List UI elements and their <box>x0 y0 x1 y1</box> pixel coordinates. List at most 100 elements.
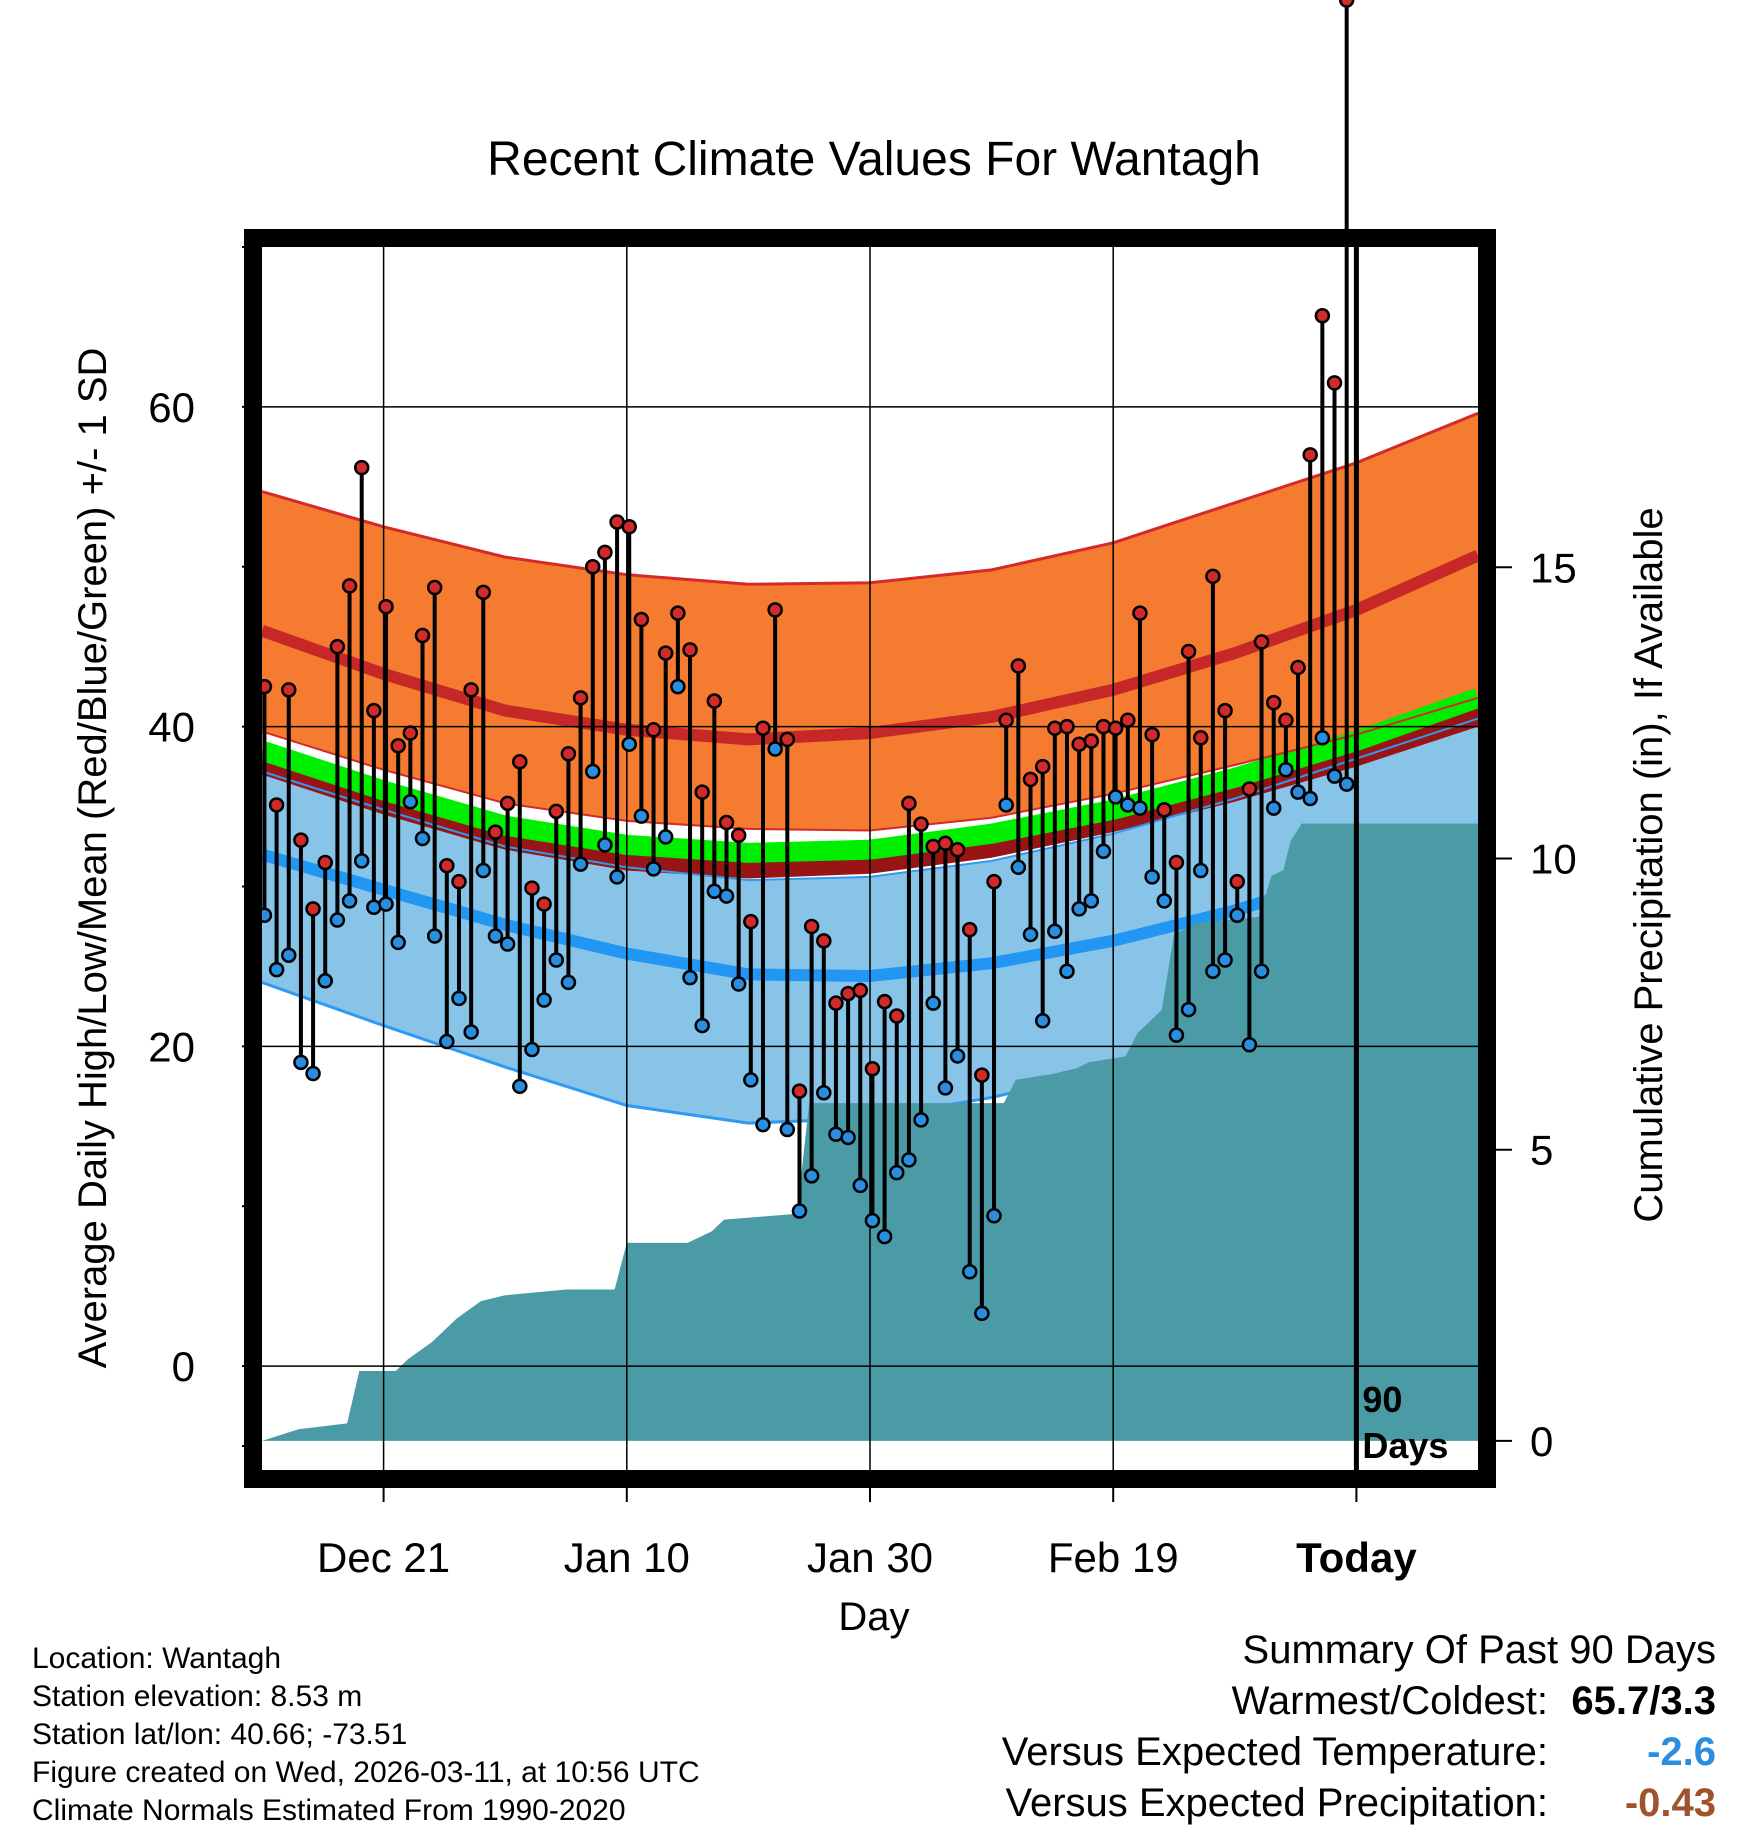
daily-high-point <box>621 519 637 535</box>
daily-high-point <box>402 725 419 741</box>
daily-high-point <box>293 832 309 848</box>
daily-high-point <box>281 682 297 698</box>
daily-low-point <box>974 1305 990 1322</box>
x-axis-label: Day <box>838 1595 909 1639</box>
daily-low-point <box>937 1080 954 1096</box>
daily-low-point <box>925 995 941 1011</box>
daily-low-point <box>803 1168 820 1184</box>
y-tick-label: 0 <box>172 1343 195 1390</box>
daily-low-point <box>475 862 492 879</box>
daily-high-point <box>1034 758 1051 775</box>
daily-temperature-bars <box>256 0 1355 1322</box>
y2-tick-label: 0 <box>1530 1418 1553 1465</box>
daily-low-point <box>1180 1001 1197 1018</box>
daily-high-point <box>937 835 954 852</box>
daily-high-point <box>1217 702 1233 719</box>
daily-high-point <box>755 720 771 736</box>
daily-low-point <box>293 1054 309 1071</box>
daily-high-point <box>341 578 358 594</box>
daily-high-point <box>268 797 285 813</box>
y-tick-label: 20 <box>148 1023 195 1070</box>
daily-low-point <box>657 829 674 845</box>
y2-tick-label: 15 <box>1530 544 1577 591</box>
daily-low-point <box>1095 843 1112 860</box>
daily-low-point <box>1010 859 1027 876</box>
daily-low-point <box>536 992 552 1008</box>
daily-high-point <box>670 605 686 621</box>
daily-low-point <box>390 934 406 951</box>
daily-high-point <box>390 738 406 754</box>
y2-tick-label: 10 <box>1530 836 1577 883</box>
daily-high-point <box>572 690 589 706</box>
daily-low-point <box>1132 800 1148 816</box>
daily-high-point <box>1047 720 1063 736</box>
daily-low-point <box>645 861 662 877</box>
mean-dark-band <box>262 697 1478 879</box>
daily-low-point <box>1302 790 1318 807</box>
warmest-value: 65.7/3.3 <box>1571 1679 1716 1723</box>
daily-low-point <box>512 1078 528 1095</box>
daily-high-point <box>633 611 650 628</box>
daily-high-point <box>961 921 978 938</box>
daily-low-point <box>1144 869 1160 885</box>
daily-high-point <box>317 854 333 871</box>
daily-high-point <box>378 598 394 615</box>
daily-low-point <box>1047 923 1063 939</box>
daily-low-point <box>1265 800 1282 816</box>
daily-low-point <box>718 888 735 904</box>
daily-high-point <box>1265 694 1282 711</box>
daily-low-point <box>1314 730 1331 746</box>
latlon-text: Station lat/lon: 40.66; -73.51 <box>32 1718 408 1751</box>
precip-label: Versus Expected Precipitation: <box>1005 1781 1548 1825</box>
daily-low-point <box>560 974 577 991</box>
daily-low-point <box>1156 893 1173 909</box>
daily-low-point <box>572 856 589 872</box>
daily-low-point <box>1034 1013 1051 1029</box>
daily-low-point <box>961 1264 978 1280</box>
daily-high-point <box>1253 634 1270 650</box>
daily-high-point <box>791 1083 808 1099</box>
daily-low-point <box>755 1116 771 1133</box>
daily-high-point <box>864 1060 881 1077</box>
daily-high-point <box>694 784 710 800</box>
daily-high-point <box>974 1067 990 1083</box>
daily-low-point <box>268 961 285 978</box>
daily-low-point <box>1253 963 1270 979</box>
daily-high-point <box>426 579 443 596</box>
normals-text: Climate Normals Estimated From 1990-2020 <box>32 1794 626 1827</box>
daily-low-point <box>913 1112 929 1128</box>
daily-high-point <box>949 841 966 858</box>
chart-title: Recent Climate Values For Wantagh <box>487 133 1261 186</box>
daily-low-point <box>451 990 467 1007</box>
daily-high-point <box>536 896 552 912</box>
daily-high-point <box>718 814 735 831</box>
daily-low-point <box>305 1065 321 1082</box>
daily-high-point <box>1095 718 1112 735</box>
daily-low-point <box>840 1129 856 1146</box>
daily-high-point <box>585 558 601 575</box>
daily-high-point <box>329 638 346 655</box>
daily-high-point <box>682 642 698 658</box>
daily-low-point <box>341 893 358 909</box>
summary-title: Summary Of Past 90 Days <box>1002 1628 1716 1679</box>
elevation-text: Station elevation: 8.53 m <box>32 1680 363 1713</box>
daily-high-point <box>876 993 893 1010</box>
daily-high-point <box>305 901 321 917</box>
daily-high-point <box>730 827 747 844</box>
daily-high-point <box>645 722 662 738</box>
daily-low-point <box>1107 789 1124 805</box>
daily-high-point <box>1083 733 1100 749</box>
warmest-row: Warmest/Coldest: 65.7/3.3 <box>1002 1679 1716 1730</box>
daily-high-point <box>524 880 540 896</box>
summary-panel: Summary Of Past 90 Days Warmest/Coldest:… <box>1002 1628 1716 1832</box>
daily-low-point <box>998 797 1014 813</box>
daily-low-point <box>730 976 747 992</box>
daily-high-point <box>548 803 565 820</box>
daily-low-point <box>876 1228 893 1245</box>
daily-high-point <box>779 731 796 748</box>
daily-low-point <box>548 952 565 968</box>
daily-low-point <box>791 1203 808 1219</box>
daily-low-point <box>1193 862 1209 879</box>
daily-low-point <box>597 837 613 853</box>
